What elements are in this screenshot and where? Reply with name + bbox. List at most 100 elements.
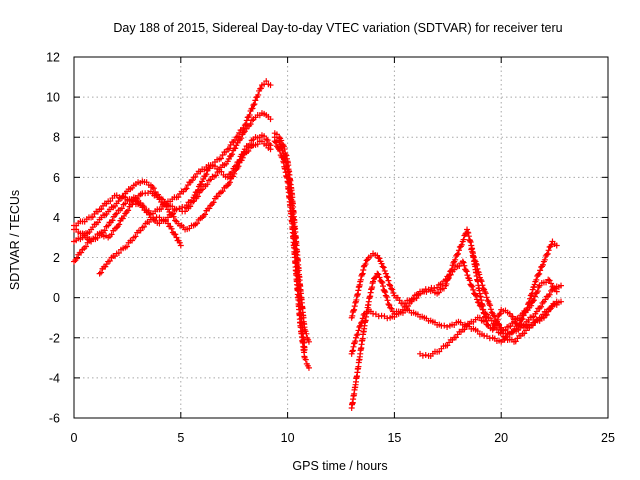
data-point xyxy=(187,203,194,210)
data-point xyxy=(243,117,250,124)
data-point xyxy=(82,243,89,250)
data-point xyxy=(441,322,448,329)
data-point xyxy=(234,139,241,146)
data-point xyxy=(444,323,451,330)
data-point xyxy=(217,155,224,162)
data-point xyxy=(349,348,356,355)
data-point xyxy=(474,265,481,272)
x-tick-label: 10 xyxy=(281,431,295,445)
data-point xyxy=(247,121,254,128)
data-point xyxy=(496,321,503,328)
data-point xyxy=(378,278,385,285)
data-point xyxy=(251,101,258,108)
data-point xyxy=(380,283,387,290)
data-point xyxy=(468,282,475,289)
data-point xyxy=(125,207,132,214)
data-point xyxy=(89,214,96,221)
data-point xyxy=(530,298,537,305)
data-point xyxy=(473,261,480,268)
data-point xyxy=(305,364,312,371)
data-point xyxy=(388,285,395,292)
data-point xyxy=(494,320,501,327)
data-point xyxy=(553,298,560,305)
data-point xyxy=(224,174,231,181)
data-point xyxy=(464,272,471,279)
data-point xyxy=(172,231,179,238)
data-point xyxy=(212,172,219,179)
data-point xyxy=(235,163,242,170)
data-point xyxy=(385,277,392,284)
data-point xyxy=(382,289,389,296)
data-point xyxy=(118,205,125,212)
data-point xyxy=(460,236,467,243)
data-point xyxy=(531,293,538,300)
data-point xyxy=(108,231,115,238)
data-point xyxy=(460,259,467,266)
data-point xyxy=(207,202,214,209)
data-point xyxy=(479,306,486,313)
data-point xyxy=(370,278,377,285)
data-point xyxy=(384,297,391,304)
data-point xyxy=(261,133,268,140)
data-point xyxy=(422,352,429,359)
y-tick-label: 2 xyxy=(53,251,60,265)
data-point xyxy=(225,155,232,162)
data-point xyxy=(381,287,388,294)
data-point xyxy=(158,206,165,213)
data-point xyxy=(553,288,560,295)
data-point xyxy=(277,143,284,150)
data-point xyxy=(480,285,487,292)
data-point xyxy=(206,205,213,212)
data-point xyxy=(499,330,506,337)
data-point xyxy=(350,343,357,350)
data-point xyxy=(264,137,271,144)
data-point xyxy=(447,271,454,278)
data-point xyxy=(464,226,471,233)
data-point xyxy=(359,271,366,278)
grid xyxy=(74,57,608,418)
data-point xyxy=(250,102,257,109)
data-point xyxy=(360,311,367,318)
data-point xyxy=(204,181,211,188)
data-point xyxy=(278,144,285,151)
data-point xyxy=(240,129,247,136)
data-point xyxy=(471,257,478,264)
data-point xyxy=(482,290,489,297)
data-point xyxy=(536,305,543,312)
data-point xyxy=(234,133,241,140)
data-point xyxy=(452,256,459,263)
data-point xyxy=(141,223,148,230)
data-point xyxy=(389,286,396,293)
data-point xyxy=(464,229,471,236)
data-point xyxy=(355,327,362,334)
data-point xyxy=(349,312,356,319)
data-point xyxy=(360,267,367,274)
data-point xyxy=(383,293,390,300)
data-point xyxy=(470,254,477,261)
data-point xyxy=(359,315,366,322)
x-tick-label: 5 xyxy=(177,431,184,445)
data-point xyxy=(374,270,381,277)
x-axis-label: GPS time / hours xyxy=(292,459,387,473)
data-point xyxy=(219,188,226,195)
data-point xyxy=(177,242,184,249)
data-point xyxy=(483,294,490,301)
data-series xyxy=(348,258,560,411)
data-point xyxy=(476,271,483,278)
x-tick-label: 0 xyxy=(71,431,78,445)
data-point xyxy=(101,227,108,234)
data-point xyxy=(383,273,390,280)
data-point xyxy=(190,198,197,205)
data-point xyxy=(386,281,393,288)
data-point xyxy=(484,297,491,304)
data-point xyxy=(192,173,199,180)
data-point xyxy=(380,264,387,271)
data-point xyxy=(359,270,366,277)
data-point xyxy=(282,159,289,166)
data-point xyxy=(481,318,488,325)
data-point xyxy=(246,112,253,119)
data-point xyxy=(109,217,116,224)
data-series xyxy=(71,138,274,265)
data-point xyxy=(463,268,470,275)
data-point xyxy=(96,270,103,277)
